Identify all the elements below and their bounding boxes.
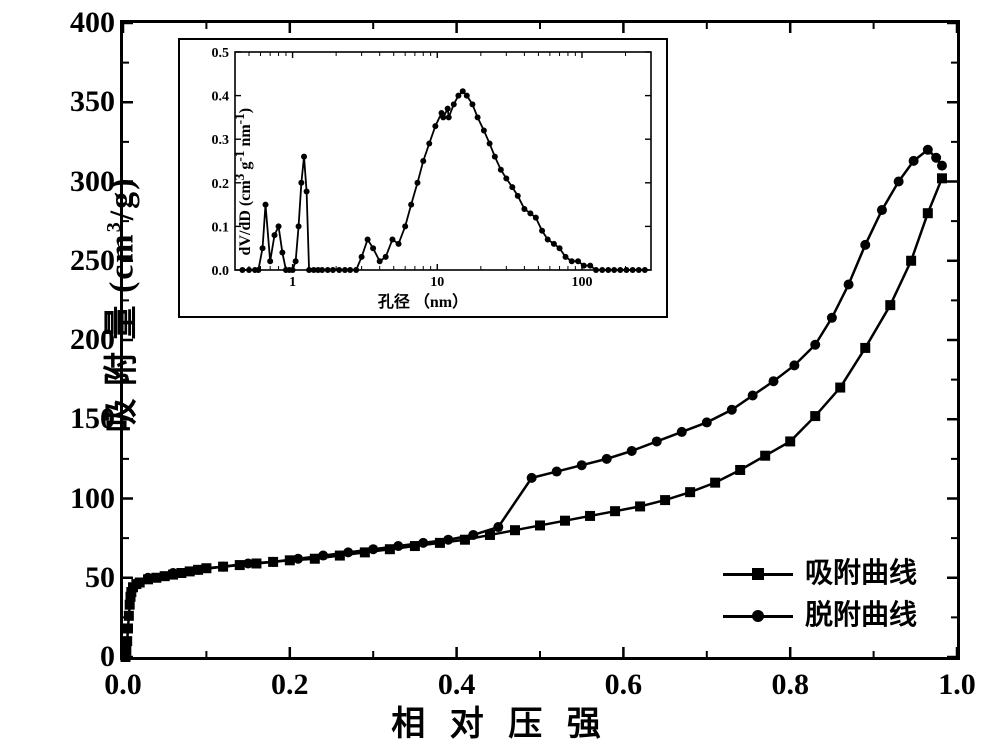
svg-text:0.5: 0.5 <box>212 46 230 61</box>
y-tick-label: 200 <box>70 323 115 357</box>
y-tick-label: 50 <box>85 561 115 595</box>
chart-container: 吸 附 量 (cm3/g) 相 对 压 强 吸附曲线 脱附曲线 0.00.10.… <box>0 0 1000 755</box>
x-tick-label: 0.4 <box>438 668 476 702</box>
inset-plot: 0.00.10.20.30.40.5110100 dV/dD (cm3 g-1 … <box>178 38 668 318</box>
legend-line-icon <box>723 573 793 576</box>
circle-marker-icon <box>752 610 764 622</box>
y-tick-label: 350 <box>70 85 115 119</box>
y-tick-label: 150 <box>70 402 115 436</box>
inset-y-label-text: dV/dD (cm3 g-1 nm-1) <box>237 108 254 256</box>
svg-text:0.0: 0.0 <box>212 264 230 279</box>
y-tick-label: 300 <box>70 165 115 199</box>
x-tick-label: 0.8 <box>771 668 809 702</box>
legend-item-desorption: 脱附曲线 <box>723 595 917 637</box>
legend-item-adsorption: 吸附曲线 <box>723 553 917 595</box>
inset-y-label: dV/dD (cm3 g-1 nm-1) <box>232 108 255 256</box>
y-tick-label: 100 <box>70 482 115 516</box>
legend: 吸附曲线 脱附曲线 <box>723 553 917 637</box>
x-tick-label: 0.6 <box>605 668 643 702</box>
svg-text:0.3: 0.3 <box>212 133 230 148</box>
inset-x-label: 孔径 （nm） <box>180 288 666 312</box>
y-tick-label: 0 <box>100 640 115 674</box>
legend-label: 脱附曲线 <box>805 595 917 637</box>
y-tick-label: 400 <box>70 6 115 40</box>
inset-x-label-text: 孔径 （nm） <box>378 294 468 311</box>
x-tick-label: 0.2 <box>271 668 309 702</box>
legend-line-icon <box>723 615 793 618</box>
legend-label: 吸附曲线 <box>805 553 917 595</box>
x-tick-label: 1.0 <box>938 668 976 702</box>
svg-text:0.4: 0.4 <box>212 90 230 105</box>
y-tick-label: 250 <box>70 244 115 278</box>
square-marker-icon <box>752 568 764 580</box>
main-plot-area: 吸附曲线 脱附曲线 0.00.10.20.30.40.5110100 dV/dD… <box>120 20 960 660</box>
svg-text:0.2: 0.2 <box>212 177 230 192</box>
svg-text:0.1: 0.1 <box>212 220 230 235</box>
x-axis-label: 相 对 压 强 <box>0 696 1000 745</box>
x-label-text: 相 对 压 强 <box>391 706 609 743</box>
